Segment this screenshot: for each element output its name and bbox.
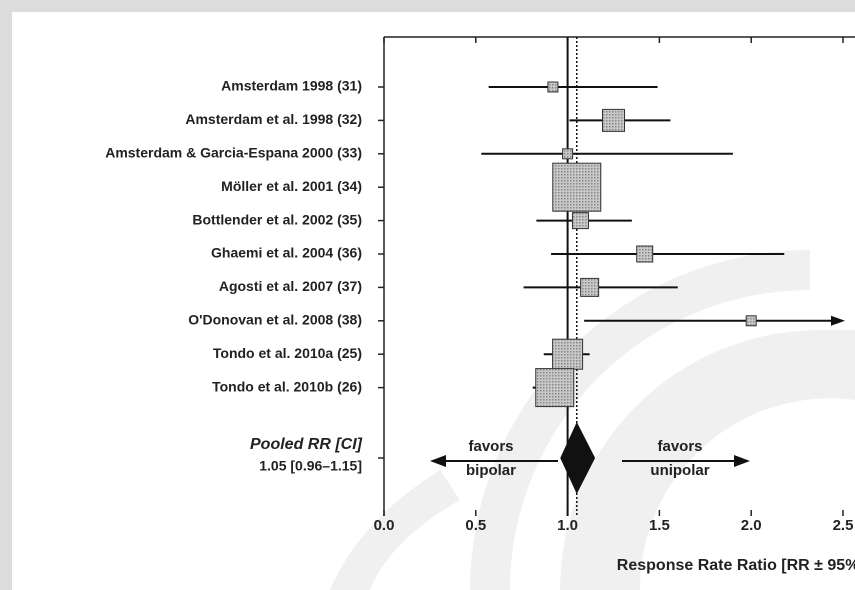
estimate-box <box>562 148 574 160</box>
x-tick-label: 1.0 <box>557 517 578 534</box>
row-label: Amsterdam et al. 1998 (32) <box>185 111 362 127</box>
annotation: favors <box>468 438 513 455</box>
row-label: Agosti et al. 2007 (37) <box>219 278 362 294</box>
estimate-box <box>552 338 584 370</box>
row-label: O'Donovan et al. 2008 (38) <box>188 312 362 328</box>
estimate-box <box>602 108 625 132</box>
estimate-box <box>580 277 600 297</box>
pooled-diamond <box>560 422 596 494</box>
pooled-label: Pooled RR [CI] <box>250 436 363 453</box>
row-label: Amsterdam & Garcia-Espana 2000 (33) <box>105 145 362 161</box>
estimate-box <box>745 315 757 327</box>
row-label: Möller et al. 2001 (34) <box>221 178 362 194</box>
estimate-box <box>636 245 654 263</box>
ci-arrow <box>831 315 845 326</box>
estimate-box <box>552 162 602 212</box>
pooled-value: 1.05 [0.96–1.15] <box>259 458 362 474</box>
estimate-box <box>547 81 559 93</box>
x-tick-label: 0.0 <box>374 517 395 534</box>
x-tick-label: 2.5 <box>833 517 854 534</box>
row-label: Bottlender et al. 2002 (35) <box>192 211 362 227</box>
row-label: Ghaemi et al. 2004 (36) <box>211 245 362 261</box>
annotation: unipolar <box>650 462 709 479</box>
x-axis-label: Response Rate Ratio [RR ± 95% CI] <box>617 557 855 574</box>
favor-arrowhead <box>430 455 446 467</box>
row-label: Tondo et al. 2010a (25) <box>213 345 362 361</box>
estimate-box <box>535 368 575 408</box>
x-tick-label: 1.5 <box>649 517 670 534</box>
watermark <box>330 250 855 590</box>
x-tick-label: 0.5 <box>465 517 486 534</box>
favor-arrowhead <box>734 455 750 467</box>
row-label: Tondo et al. 2010b (26) <box>212 378 362 394</box>
annotation: bipolar <box>466 462 516 479</box>
row-label: Amsterdam 1998 (31) <box>221 78 362 94</box>
annotation: favors <box>657 438 702 455</box>
x-tick-label: 2.0 <box>741 517 762 534</box>
estimate-box <box>571 212 589 230</box>
